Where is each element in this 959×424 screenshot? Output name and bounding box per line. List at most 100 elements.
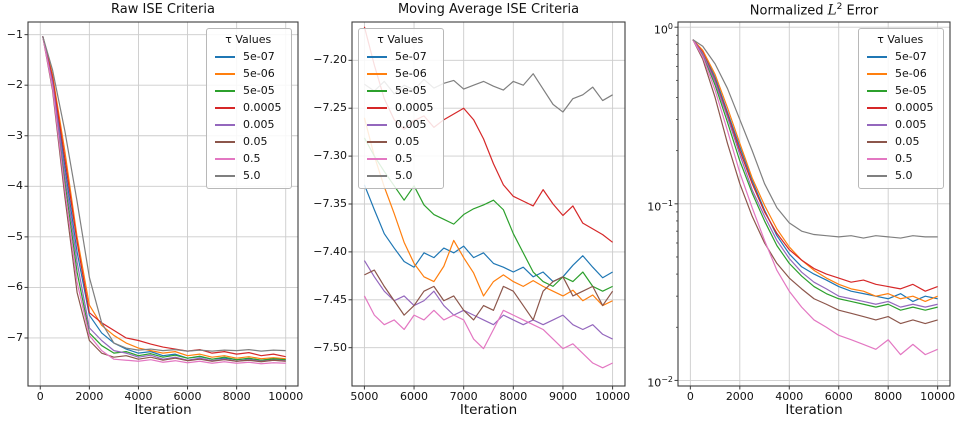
legend-line-swatch bbox=[867, 123, 887, 126]
legend-line-swatch bbox=[367, 174, 387, 177]
legend-item: 0.005 bbox=[367, 116, 434, 133]
legend-line-swatch bbox=[867, 106, 887, 109]
legend-label: 0.0005 bbox=[395, 101, 434, 114]
legend-item: 5.0 bbox=[215, 167, 282, 184]
legend-item: 0.005 bbox=[867, 116, 934, 133]
legend-item: 5e-06 bbox=[867, 65, 934, 82]
axes-border bbox=[351, 21, 626, 387]
legend-item: 0.5 bbox=[367, 150, 434, 167]
plot-canvas bbox=[24, 21, 299, 390]
x-tick-label: 8000 bbox=[499, 390, 528, 403]
legend-line-swatch bbox=[867, 157, 887, 160]
legend-label: 0.05 bbox=[243, 135, 268, 148]
y-tick-label: −5 bbox=[6, 229, 23, 243]
series-line-5e-07 bbox=[42, 36, 286, 361]
legend-title: τ Values bbox=[877, 33, 924, 46]
x-tick-label: 0 bbox=[36, 390, 44, 403]
legend-label: 5e-06 bbox=[243, 67, 275, 80]
series-line-0.05 bbox=[364, 269, 614, 321]
legend: τ Values 5e-07 5e-06 5e-05 0.0005 0.005 0.05 0.… bbox=[206, 28, 292, 189]
series-line-5e-06 bbox=[363, 117, 613, 307]
y-tick-label: −7.20 bbox=[313, 53, 347, 67]
legend-line-swatch bbox=[367, 123, 387, 126]
series-line-5e-05 bbox=[42, 36, 286, 361]
legend-label: 0.0005 bbox=[895, 101, 934, 114]
series-line-0.05 bbox=[692, 39, 938, 325]
y-tick-label: −1 bbox=[6, 27, 23, 41]
series-line-5e-07 bbox=[363, 184, 613, 283]
plot-canvas bbox=[348, 21, 626, 390]
series-line-5e-07 bbox=[692, 39, 938, 303]
legend: τ Values 5e-07 5e-06 5e-05 0.0005 0.005 0.05 0.… bbox=[858, 28, 944, 189]
legend-label: 5e-07 bbox=[895, 50, 927, 63]
series-line-0.5 bbox=[42, 36, 286, 365]
series-line-5e-06 bbox=[692, 39, 938, 303]
x-tick-label: 8000 bbox=[874, 390, 903, 403]
legend-label: 0.005 bbox=[395, 118, 427, 131]
series-group bbox=[692, 39, 938, 356]
x-tick-label: 10000 bbox=[595, 390, 631, 403]
legend-label: 0.0005 bbox=[243, 101, 282, 114]
legend-line-swatch bbox=[367, 89, 387, 92]
x-tick-label: 6000 bbox=[824, 390, 853, 403]
legend-item: 5e-06 bbox=[367, 65, 434, 82]
y-tick-label: 10−1 bbox=[647, 198, 673, 214]
x-axis-label: Iteration bbox=[785, 402, 843, 418]
legend-line-swatch bbox=[367, 106, 387, 109]
legend-item: 5.0 bbox=[367, 167, 434, 184]
legend-item: 0.0005 bbox=[867, 99, 934, 116]
legend-title: τ Values bbox=[377, 33, 424, 46]
series-line-0.005 bbox=[363, 260, 613, 340]
legend-title: τ Values bbox=[225, 33, 272, 46]
x-tick-label: 2000 bbox=[75, 390, 104, 403]
legend-label: 0.5 bbox=[395, 152, 413, 165]
series-line-5e-05 bbox=[692, 39, 938, 311]
series-line-0.5 bbox=[692, 39, 938, 356]
plot-title: Normalized L2 Error bbox=[749, 2, 879, 19]
legend-line-swatch bbox=[215, 174, 235, 177]
legend-line-swatch bbox=[367, 157, 387, 160]
legend-line-swatch bbox=[867, 140, 887, 143]
x-tick-label: 2000 bbox=[725, 390, 754, 403]
x-tick-label: 4000 bbox=[124, 390, 153, 403]
plot-canvas bbox=[674, 21, 951, 390]
x-tick-label: 6000 bbox=[400, 390, 429, 403]
legend-item: 5e-07 bbox=[215, 48, 282, 65]
legend-line-swatch bbox=[367, 55, 387, 58]
plot-title: Moving Average ISE Criteria bbox=[397, 2, 580, 17]
legend-label: 0.005 bbox=[243, 118, 275, 131]
legend-line-swatch bbox=[215, 55, 235, 58]
legend-line-swatch bbox=[867, 72, 887, 75]
legend-line-swatch bbox=[215, 123, 235, 126]
axes-border bbox=[677, 21, 951, 387]
legend-item: 0.5 bbox=[215, 150, 282, 167]
series-line-0.005 bbox=[42, 36, 286, 362]
legend-item: 0.0005 bbox=[367, 99, 434, 116]
series-group bbox=[42, 35, 286, 365]
y-tick-label: −3 bbox=[6, 128, 23, 142]
legend-line-swatch bbox=[867, 174, 887, 177]
series-line-5.0 bbox=[42, 35, 286, 352]
y-tick-label: 100 bbox=[653, 22, 673, 37]
series-line-0.0005 bbox=[42, 36, 286, 358]
legend-label: 5e-05 bbox=[243, 84, 275, 97]
legend-line-swatch bbox=[367, 72, 387, 75]
legend-item: 0.5 bbox=[867, 150, 934, 167]
x-tick-label: 4000 bbox=[775, 390, 804, 403]
series-line-0.5 bbox=[363, 295, 613, 369]
legend-label: 5.0 bbox=[243, 169, 261, 182]
legend: τ Values 5e-07 5e-06 5e-05 0.0005 0.005 0.05 0.… bbox=[358, 28, 444, 189]
legend-item: 0.05 bbox=[867, 133, 934, 150]
y-tick-label: −7.40 bbox=[313, 244, 347, 258]
legend-label: 0.005 bbox=[895, 118, 927, 131]
legend-item: 5e-07 bbox=[367, 48, 434, 65]
series-group bbox=[363, 26, 614, 369]
x-tick-label: 6000 bbox=[173, 390, 202, 403]
legend-label: 0.5 bbox=[243, 152, 261, 165]
series-line-5.0 bbox=[364, 73, 613, 113]
axes-border bbox=[27, 21, 299, 387]
y-tick-label: 10−2 bbox=[647, 375, 673, 391]
x-tick-label: 10000 bbox=[268, 390, 304, 403]
